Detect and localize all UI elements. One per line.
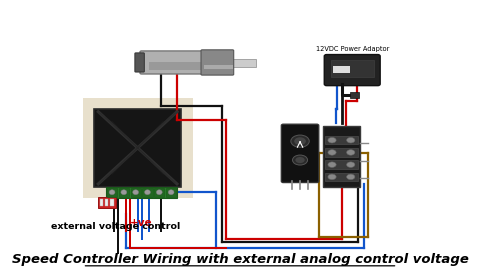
Bar [324, 160, 358, 169]
Bar [83, 98, 193, 198]
Bar [94, 109, 181, 187]
Bar [333, 66, 350, 73]
Ellipse shape [291, 135, 309, 147]
Ellipse shape [292, 155, 308, 165]
Ellipse shape [132, 190, 139, 195]
Ellipse shape [328, 174, 336, 180]
Bar [324, 173, 358, 181]
Bar [107, 188, 117, 197]
Bar [204, 65, 232, 69]
Ellipse shape [328, 138, 336, 143]
Text: +ve: +ve [130, 218, 152, 228]
Bar [131, 188, 141, 197]
Bar [119, 188, 129, 197]
Bar [110, 199, 114, 206]
Bar [324, 136, 358, 145]
Bar [98, 197, 116, 208]
Bar [324, 148, 358, 157]
FancyBboxPatch shape [281, 124, 319, 182]
Bar [106, 187, 177, 198]
Bar [149, 62, 220, 70]
Bar [349, 92, 360, 98]
Ellipse shape [347, 162, 355, 167]
Ellipse shape [347, 174, 355, 180]
Ellipse shape [121, 190, 127, 195]
Ellipse shape [347, 138, 355, 143]
FancyBboxPatch shape [140, 51, 230, 74]
Bar [228, 59, 256, 67]
Text: external voltage control: external voltage control [51, 222, 180, 232]
Ellipse shape [347, 150, 355, 155]
Ellipse shape [295, 157, 305, 163]
Bar [100, 199, 103, 206]
Bar [143, 188, 153, 197]
FancyBboxPatch shape [135, 53, 144, 72]
Bar [166, 188, 176, 197]
Ellipse shape [168, 190, 174, 195]
FancyBboxPatch shape [201, 50, 234, 75]
Bar [331, 60, 374, 77]
Bar [323, 126, 360, 187]
Bar [105, 199, 108, 206]
FancyBboxPatch shape [324, 55, 380, 86]
Ellipse shape [156, 190, 162, 195]
Ellipse shape [144, 190, 150, 195]
Text: 12VDC Power Adaptor: 12VDC Power Adaptor [315, 46, 389, 52]
Bar [154, 188, 165, 197]
Text: Speed Controller Wiring with external analog control voltage: Speed Controller Wiring with external an… [12, 253, 468, 266]
Ellipse shape [109, 190, 115, 195]
Ellipse shape [294, 137, 306, 145]
Ellipse shape [328, 162, 336, 167]
Ellipse shape [328, 150, 336, 155]
